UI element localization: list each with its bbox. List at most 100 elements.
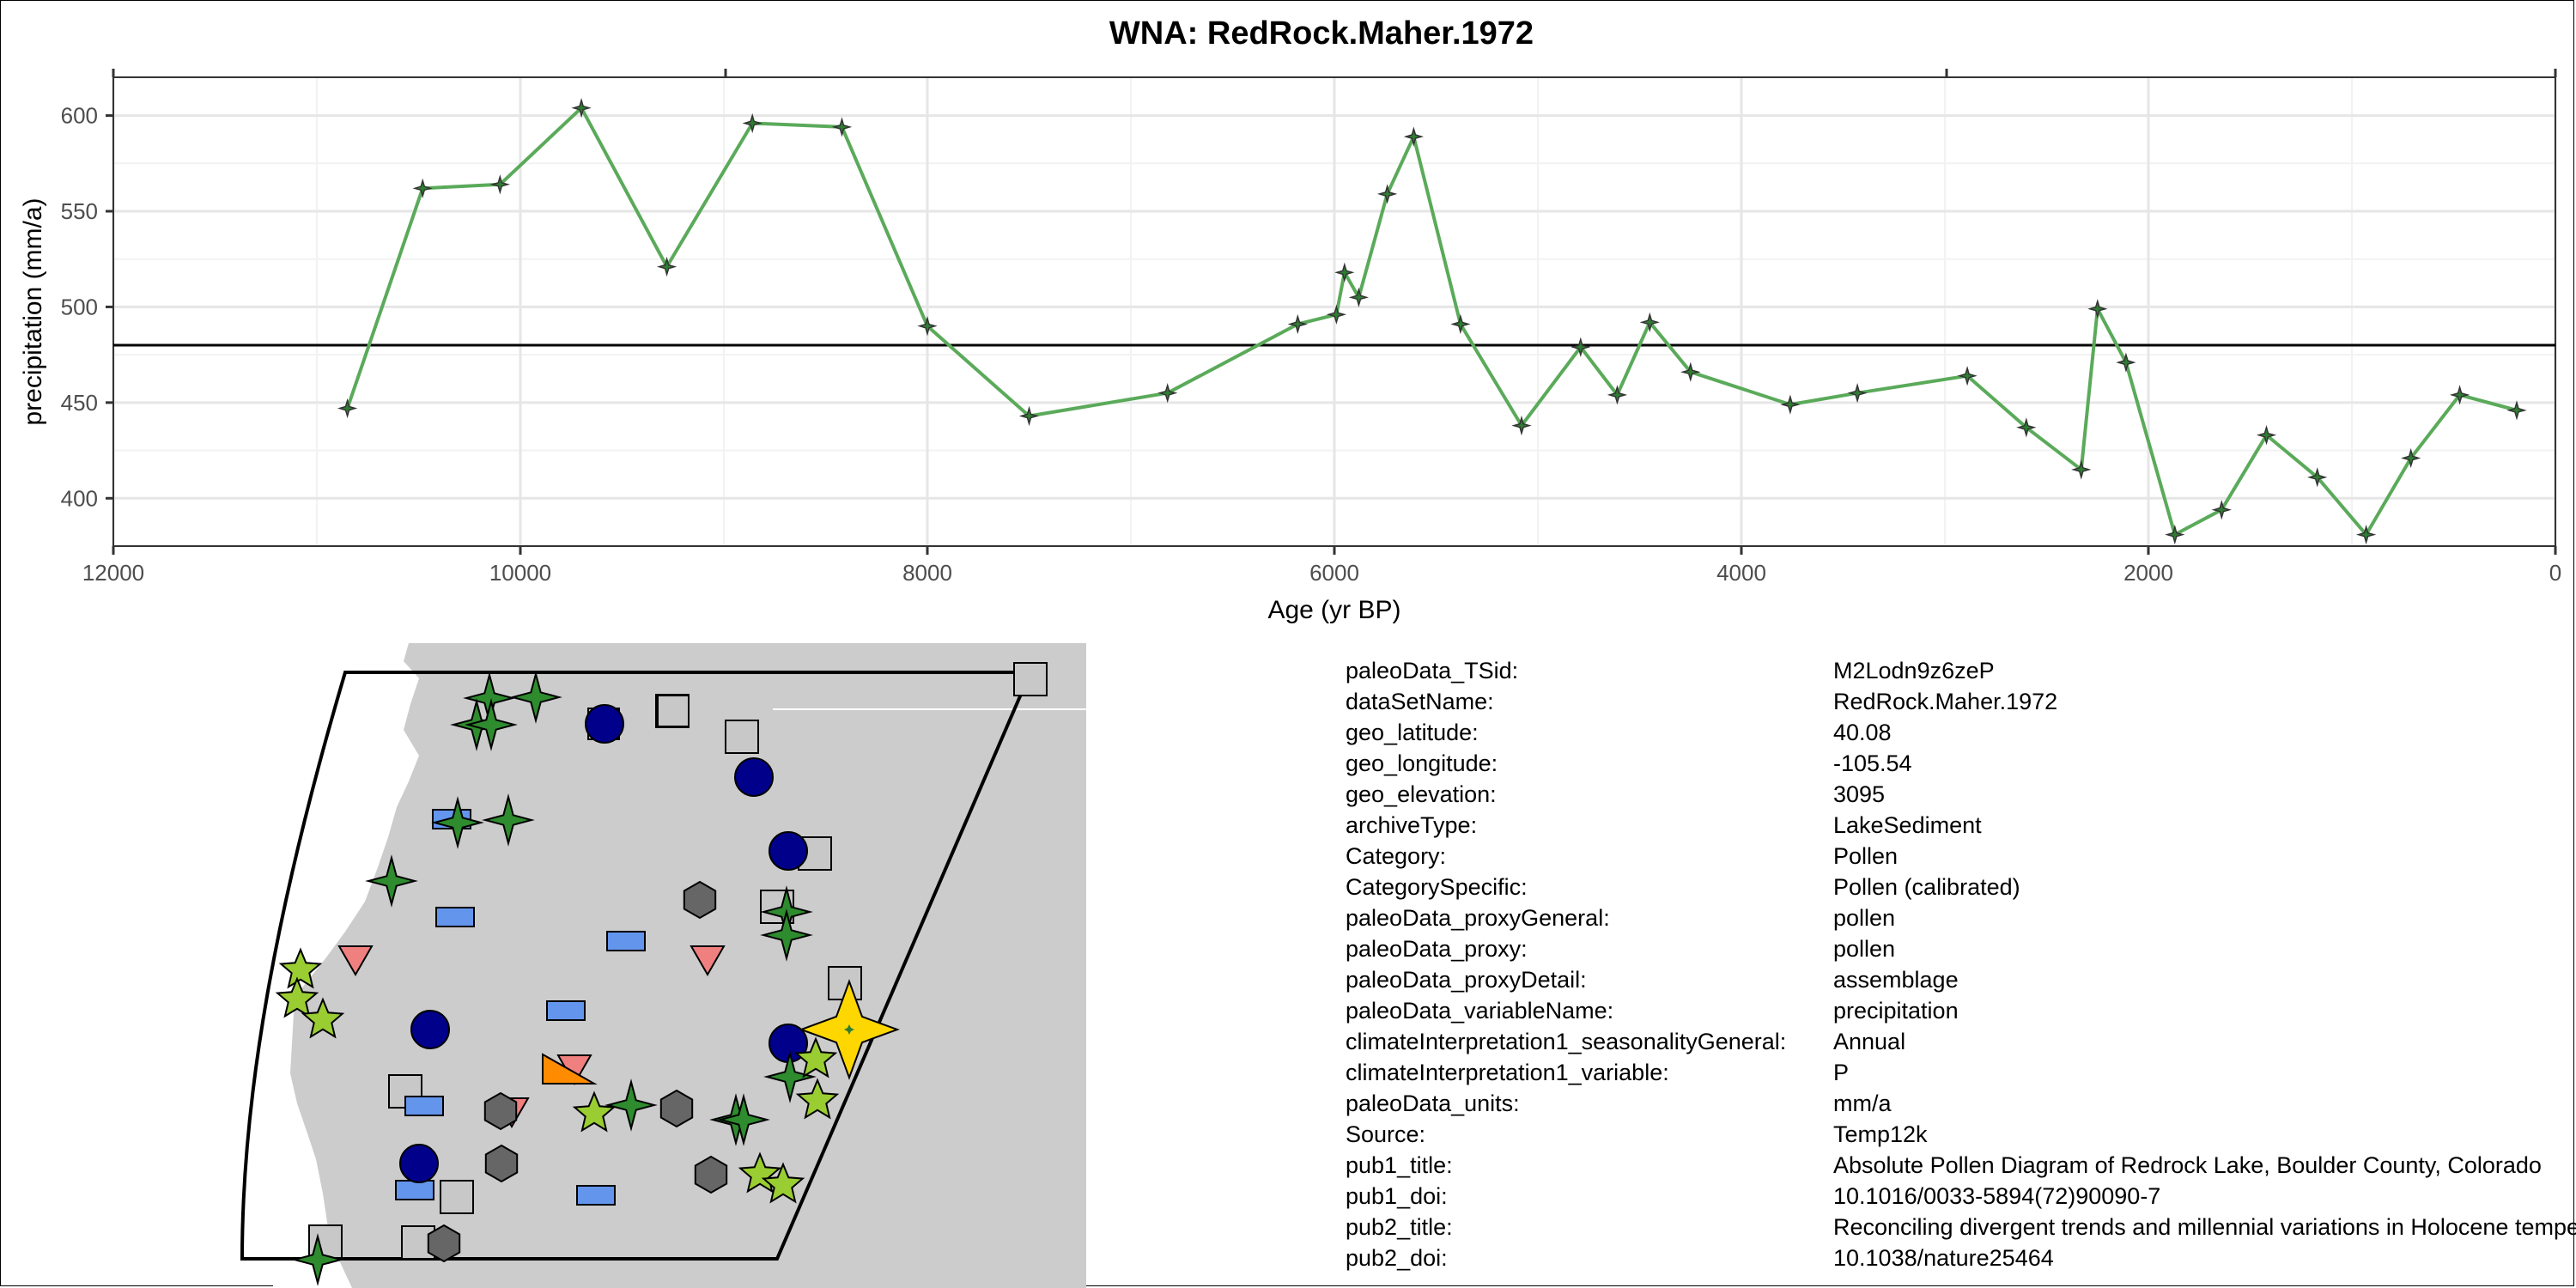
data-point: [1607, 385, 1628, 405]
metadata-key: geo_longitude:: [1346, 750, 1498, 776]
site-marker-hexagon: [483, 1091, 518, 1131]
data-point: [2016, 417, 2037, 438]
x-tick-label: 8000: [902, 560, 952, 586]
metadata-value: P: [1833, 1060, 1850, 1085]
metadata-value: Absolute Pollen Diagram of Redrock Lake,…: [1833, 1152, 2542, 1178]
time-series-chart: WNA: RedRock.Maher.1972 400450500550600 …: [19, 15, 2561, 624]
site-marker-rectangle: [435, 907, 475, 927]
site-marker-hexagon: [427, 1224, 461, 1263]
site-marker-rectangle: [404, 1096, 444, 1116]
site-marker-triangle: [337, 945, 374, 977]
x-tick-label: 4000: [1716, 560, 1766, 586]
data-point: [917, 315, 938, 337]
metadata-value: mm/a: [1833, 1091, 1892, 1116]
data-point: [337, 398, 358, 419]
data-point: [1847, 382, 1868, 404]
x-tick-label: 2000: [2123, 560, 2173, 586]
data-point: [1376, 184, 1398, 204]
x-axis: 12000 10000 8000 6000 4000 2000 0: [82, 546, 2561, 586]
data-point: [1157, 383, 1178, 404]
data-point: [2071, 459, 2092, 480]
data-point: [1348, 287, 1370, 307]
site-marker-star-4pt: [431, 796, 484, 849]
metadata-value: 10.1038/nature25464: [1833, 1245, 2054, 1271]
metadata-key: paleoData_proxyGeneral:: [1346, 905, 1610, 931]
site-marker-circle: [399, 1144, 439, 1183]
data-point: [412, 178, 433, 198]
x-axis-label: Age (yr BP): [1267, 596, 1400, 624]
metadata-key: geo_elevation:: [1346, 781, 1497, 807]
site-marker-star-4pt: [763, 1050, 817, 1103]
data-point: [656, 256, 677, 277]
site-marker-star-5pt: [301, 997, 345, 1039]
data-point: [2256, 425, 2277, 446]
metadata-key: Source:: [1346, 1121, 1426, 1147]
metadata-value: precipitation: [1833, 998, 1959, 1024]
site-marker-square: [440, 1180, 474, 1214]
site-marker-star-5pt: [793, 1036, 838, 1078]
metadata-key: pub2_doi:: [1346, 1245, 1448, 1271]
site-marker-star-5pt: [761, 1162, 805, 1204]
x-tick-label: 12000: [82, 560, 144, 586]
site-marker-rectangle: [606, 931, 646, 951]
site-marker-circle: [585, 704, 624, 744]
data-point: [1571, 337, 1591, 357]
site-marker-hexagon: [659, 1089, 694, 1128]
data-point: [2165, 524, 2185, 545]
y-tick-label: 500: [61, 294, 98, 319]
site-marker-star-4pt: [291, 1233, 344, 1286]
metadata-key: dataSetName:: [1346, 689, 1494, 714]
site-marker-circle: [734, 757, 774, 797]
data-point: [1780, 394, 1801, 415]
metadata-panel: paleoData_TSid: M2Lodn9z6zeP dataSetName:…: [1346, 658, 2576, 1288]
site-marker-star-4pt: [465, 698, 518, 751]
metadata-value: 40.08: [1833, 720, 1892, 745]
y-tick-label: 450: [61, 390, 98, 416]
data-point: [1018, 405, 1040, 427]
data-point: [1326, 304, 1347, 325]
data-point: [2506, 400, 2527, 421]
site-marker-rectangle: [546, 1000, 586, 1021]
metadata-value: assemblage: [1833, 967, 1959, 993]
data-point: [1639, 312, 1660, 332]
data-point: [742, 112, 762, 134]
metadata-value: -105.54: [1833, 750, 1912, 776]
site-marker-square: [1013, 662, 1048, 696]
metadata-value: RedRock.Maher.1972: [1833, 689, 2058, 714]
metadata-value: pollen: [1833, 936, 1896, 962]
site-marker-star-4pt: [760, 908, 813, 962]
y-tick-label: 400: [61, 485, 98, 511]
metadata-value: Pollen: [1833, 843, 1899, 869]
metadata-value: pollen: [1833, 905, 1896, 931]
site-marker-circle: [410, 1010, 450, 1049]
site-marker-star-4pt: [605, 1078, 658, 1132]
x-tick-label: 0: [2549, 560, 2561, 586]
metadata-key: climateInterpretation1_seasonalityGenera…: [1346, 1029, 1787, 1054]
site-marker-star-4pt: [482, 793, 535, 847]
data-point: [831, 117, 853, 137]
site-marker-rectangle: [576, 1185, 616, 1206]
data-point: [2307, 467, 2328, 488]
site-marker-orange-triangle: [542, 1053, 598, 1084]
data-point: [1680, 361, 1701, 382]
site-marker-star-4pt: [717, 1093, 770, 1146]
metadata-value: M2Lodn9z6zeP: [1833, 658, 1995, 683]
metadata-key: paleoData_proxyDetail:: [1346, 967, 1587, 993]
metadata-key: pub2_title:: [1346, 1214, 1453, 1240]
site-marker-star-5pt: [795, 1078, 840, 1120]
site-marker-square: [725, 720, 759, 754]
data-point: [2401, 447, 2421, 469]
site-map: [240, 643, 1086, 1288]
data-point: [2087, 299, 2108, 319]
site-marker-star-4pt: [509, 671, 562, 724]
data-point: [489, 174, 511, 195]
site-marker-star-5pt: [278, 947, 323, 989]
metadata-key: pub1_title:: [1346, 1152, 1453, 1178]
metadata-value: Temp12k: [1833, 1121, 1928, 1147]
site-marker-hexagon: [484, 1144, 519, 1183]
metadata-key: paleoData_TSid:: [1346, 658, 1519, 683]
y-axis-label: precipitation (mm/a): [19, 197, 47, 425]
x-tick-label: 10000: [489, 560, 551, 586]
data-point: [2116, 352, 2136, 373]
